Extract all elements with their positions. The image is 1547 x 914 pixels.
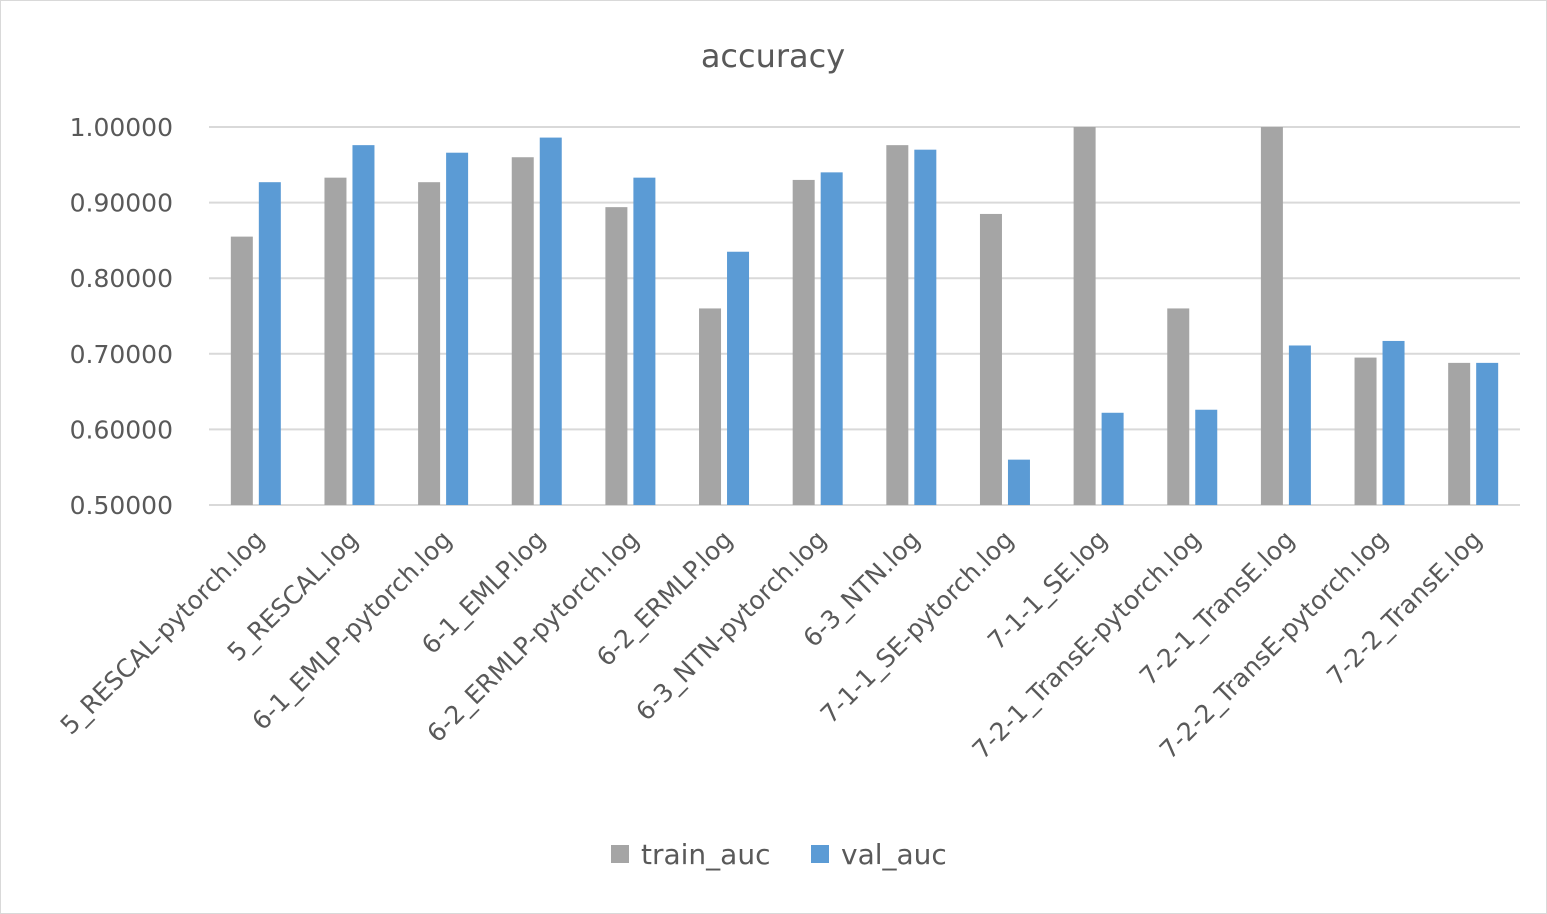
bar-val_auc-5 (727, 251, 750, 505)
bar-val_auc-12 (1382, 340, 1405, 505)
bar-train_auc-10 (1167, 308, 1190, 505)
y-tick-label: 0.70000 (70, 340, 173, 369)
bar-train_auc-5 (699, 308, 722, 505)
bar-train_auc-12 (1354, 357, 1377, 505)
y-tick-label: 0.60000 (70, 415, 173, 444)
bar-val_auc-4 (633, 177, 656, 506)
bar-train_auc-8 (979, 213, 1002, 505)
bar-val_auc-9 (1101, 412, 1124, 505)
legend-swatch-val_auc (811, 845, 829, 863)
x-category-label: 7-2-1_TransE.log (1134, 525, 1300, 691)
y-axis-tick-labels: 0.50000 0.60000 0.70000 0.80000 0.90000 1.000… (70, 113, 173, 520)
legend-swatch-train_auc (611, 845, 629, 863)
bar-val_auc-6 (820, 172, 843, 506)
x-category-label: 6-3_NTN-pytorch.log (630, 525, 832, 727)
x-axis-category-labels: 5_RESCAL-pytorch.log5_RESCAL.log6-1_EMLP… (55, 525, 1488, 765)
bar-train_auc-0 (230, 236, 253, 505)
x-category-label: 7-2-2_TransE.log (1321, 525, 1487, 691)
bar-train_auc-4 (605, 207, 628, 506)
bar-val_auc-13 (1476, 362, 1499, 505)
bar-train_auc-6 (792, 179, 815, 506)
bar-val_auc-8 (1007, 459, 1030, 505)
bar-val_auc-7 (914, 149, 937, 505)
y-tick-label: 1.00000 (70, 113, 173, 142)
bar-val_auc-1 (352, 145, 375, 506)
bar-train_auc-2 (418, 182, 441, 506)
y-tick-label: 0.90000 (70, 189, 173, 218)
bar-val_auc-0 (258, 182, 281, 506)
bar-train_auc-11 (1260, 127, 1283, 505)
bar-val_auc-2 (446, 152, 469, 506)
x-category-label: 7-1-1_SE-pytorch.log (815, 525, 1019, 729)
bar-train_auc-3 (511, 157, 534, 506)
bar-train_auc-13 (1448, 362, 1471, 505)
y-tick-label: 0.50000 (70, 491, 173, 520)
legend: train_auc val_auc (611, 838, 947, 871)
legend-label-val_auc: val_auc (841, 838, 947, 871)
bar-train_auc-9 (1073, 127, 1096, 505)
bars (230, 127, 1499, 506)
bar-val_auc-11 (1288, 345, 1311, 505)
chart-title: accuracy (701, 37, 845, 75)
y-tick-label: 0.80000 (70, 264, 173, 293)
bar-train_auc-7 (886, 145, 909, 506)
bar-val_auc-3 (539, 137, 562, 506)
bar-train_auc-1 (324, 177, 347, 506)
gridlines (209, 126, 1520, 506)
bar-val_auc-10 (1195, 409, 1218, 505)
legend-label-train_auc: train_auc (641, 838, 770, 871)
